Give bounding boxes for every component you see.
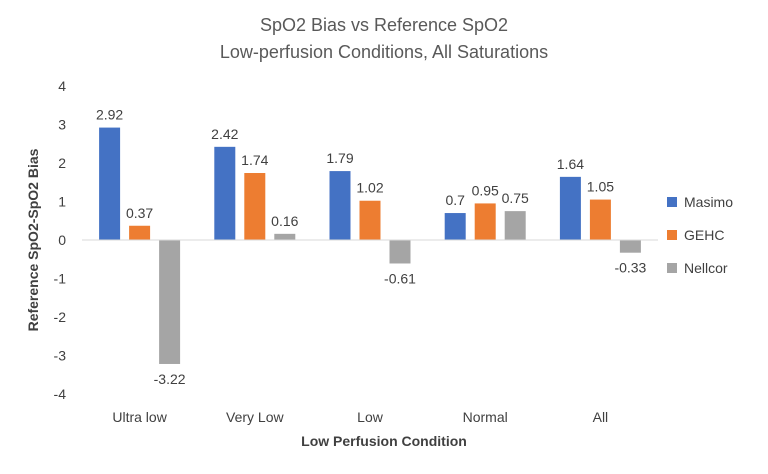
data-label-nellcor: -0.61 [384, 270, 416, 286]
y-tick-label: 4 [58, 78, 66, 94]
bar-masimo-2 [329, 171, 351, 240]
bar-masimo-3 [444, 213, 466, 240]
data-label-masimo: 1.64 [557, 156, 584, 172]
y-tick-label: 2 [58, 155, 66, 171]
bar-gehc-0 [129, 225, 151, 240]
legend-swatch-gehc [667, 230, 677, 240]
bar-masimo-1 [214, 146, 236, 240]
y-tick-label: 0 [58, 232, 66, 248]
legend-swatch-masimo [667, 197, 677, 207]
legend-label-nellcor: Nellcor [684, 260, 728, 276]
data-label-gehc: 0.37 [126, 205, 153, 221]
bar-gehc-1 [244, 173, 266, 240]
y-tick-label: -3 [54, 348, 67, 364]
chart-subtitle: Low-perfusion Conditions, All Saturation… [220, 42, 548, 62]
data-label-nellcor: -3.22 [154, 371, 186, 387]
y-axis-title: Reference SpO2-SpO2 Bias [25, 148, 41, 331]
data-label-nellcor: -0.33 [614, 260, 646, 276]
data-label-masimo: 1.79 [326, 150, 353, 166]
legend-label-gehc: GEHC [684, 227, 724, 243]
x-tick-label: Ultra low [112, 409, 167, 425]
chart-title: SpO2 Bias vs Reference SpO2 [260, 15, 508, 35]
bar-masimo-0 [99, 127, 121, 240]
data-label-gehc: 1.05 [587, 179, 614, 195]
y-axis-ticks: 4 3 2 1 0 -1 -2 -3 -4 [54, 78, 67, 402]
bar-masimo-4 [559, 176, 581, 240]
legend: Masimo GEHC Nellcor [667, 194, 733, 276]
x-axis-categories: Ultra low Very Low Low Normal All [112, 409, 608, 425]
y-tick-label: -1 [54, 271, 67, 287]
y-tick-label: 1 [58, 194, 66, 210]
x-tick-label: Very Low [226, 409, 284, 425]
data-label-gehc: 0.95 [472, 182, 499, 198]
bars [99, 127, 641, 364]
x-axis-title: Low Perfusion Condition [301, 433, 467, 449]
y-tick-label: -4 [54, 386, 67, 402]
data-label-nellcor: 0.16 [271, 213, 298, 229]
data-label-masimo: 2.92 [96, 107, 123, 123]
data-labels: 2.92 2.42 1.79 0.7 1.64 0.37 1.74 1.02 0.95 1.05 -… [96, 107, 647, 387]
y-tick-label: 3 [58, 117, 66, 133]
bar-nellcor-0 [159, 240, 181, 364]
data-label-gehc: 1.02 [356, 180, 383, 196]
legend-label-masimo: Masimo [684, 194, 733, 210]
x-tick-label: All [593, 409, 609, 425]
bar-gehc-2 [359, 200, 381, 240]
bar-nellcor-4 [619, 240, 641, 253]
bar-nellcor-1 [274, 233, 296, 240]
legend-swatch-nellcor [667, 263, 677, 273]
x-tick-label: Low [357, 409, 384, 425]
data-label-gehc: 1.74 [241, 152, 268, 168]
data-label-masimo: 0.7 [445, 192, 465, 208]
data-label-masimo: 2.42 [211, 126, 238, 142]
bar-nellcor-3 [504, 211, 526, 240]
bar-gehc-4 [589, 199, 611, 240]
bar-gehc-3 [474, 203, 496, 240]
data-label-nellcor: 0.75 [502, 190, 529, 206]
x-tick-label: Normal [463, 409, 508, 425]
y-tick-label: -2 [54, 309, 67, 325]
bar-nellcor-2 [389, 240, 411, 264]
